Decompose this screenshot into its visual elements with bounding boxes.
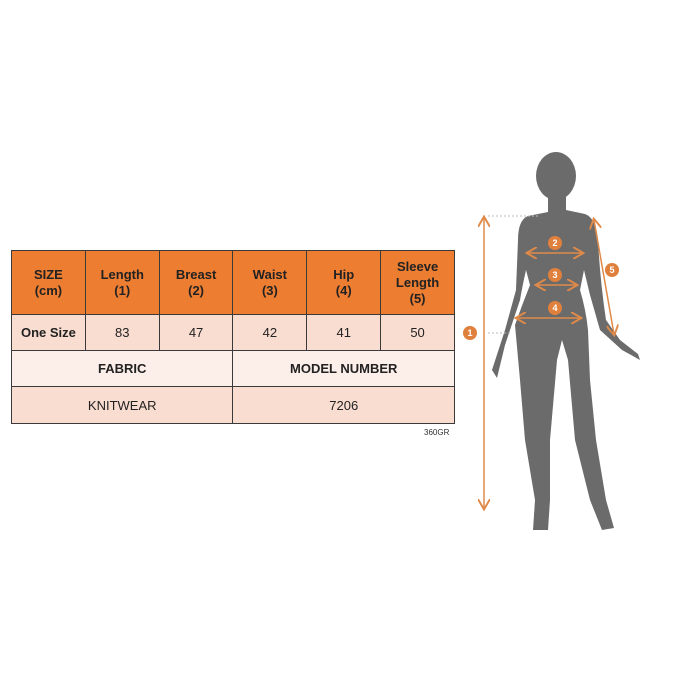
size-chart-table: SIZE (cm) Length (1) Breast (2) Waist (3) Hi… <box>10 250 455 424</box>
svg-text:1: 1 <box>467 328 472 338</box>
svg-text:3: 3 <box>552 270 557 280</box>
svg-text:5: 5 <box>609 265 614 275</box>
cell-sleeve: 50 <box>380 314 455 351</box>
header-waist: Waist (3) <box>232 250 308 315</box>
size-row: One Size 83 47 42 41 50 <box>11 314 455 351</box>
weight-note: 360GR <box>424 428 450 437</box>
woman-silhouette <box>492 152 640 530</box>
fabric-value: KNITWEAR <box>10 386 234 424</box>
header-size: SIZE (cm) <box>11 250 86 315</box>
header-length: Length (1) <box>84 250 160 315</box>
header-hip: Hip (4) <box>306 250 382 315</box>
fabric-value-row: KNITWEAR 7206 <box>10 386 455 424</box>
sleeve-arrow <box>594 220 614 334</box>
header-sleeve-length: Sleeve Length (5) <box>380 250 455 315</box>
cell-waist: 42 <box>232 314 308 351</box>
marker-1: 1 <box>463 326 477 340</box>
cell-length: 83 <box>84 314 160 351</box>
marker-2: 2 <box>548 236 562 250</box>
marker-5: 5 <box>605 263 619 277</box>
marker-4: 4 <box>548 301 562 315</box>
marker-3: 3 <box>548 268 562 282</box>
header-breast: Breast (2) <box>158 250 234 315</box>
cell-hip: 41 <box>306 314 382 351</box>
svg-text:2: 2 <box>552 238 557 248</box>
model-number-value: 7206 <box>232 386 455 424</box>
cell-size: One Size <box>11 314 86 351</box>
svg-text:4: 4 <box>552 303 557 313</box>
header-row: SIZE (cm) Length (1) Breast (2) Waist (3) Hi… <box>11 250 455 315</box>
